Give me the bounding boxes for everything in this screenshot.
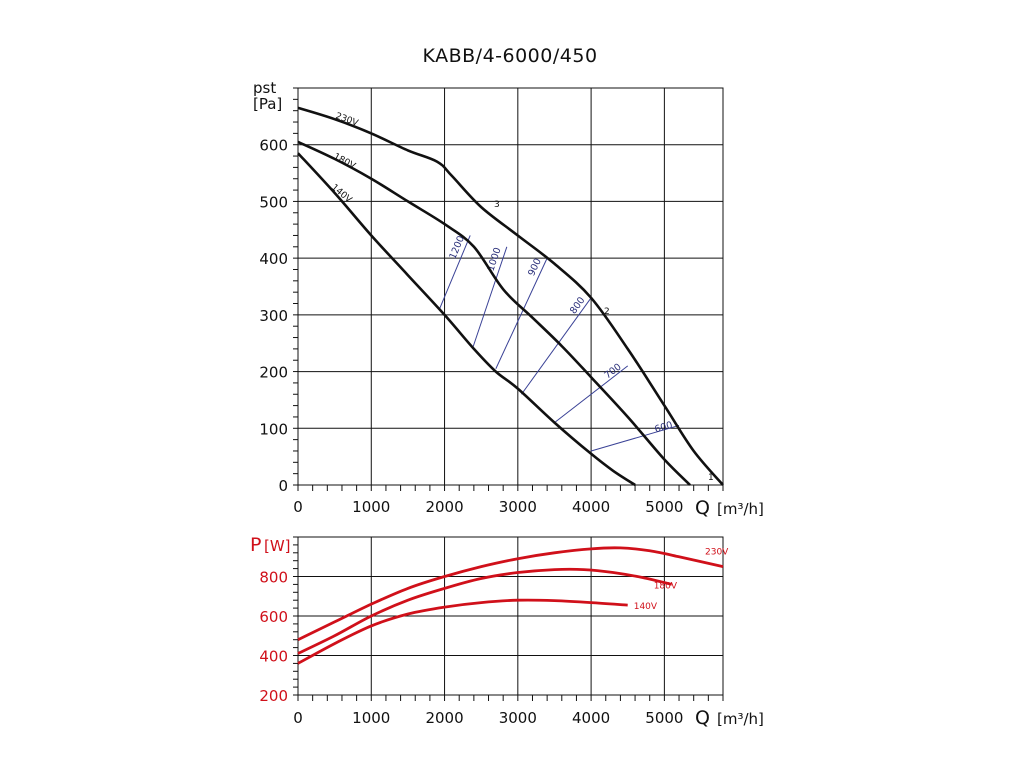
y-tick-label: 400 bbox=[259, 250, 288, 268]
y-tick-label: 100 bbox=[259, 420, 288, 438]
x-tick-label: 1000 bbox=[352, 709, 390, 727]
y-axis-label-symbol: P bbox=[250, 534, 261, 556]
x-tick-label: 4000 bbox=[572, 498, 610, 516]
rpm-label: 700 bbox=[602, 362, 623, 382]
point-label: 1 bbox=[708, 473, 714, 483]
x-axis-label-unit: [m³/h] bbox=[717, 500, 764, 518]
x-tick-label: 5000 bbox=[645, 709, 683, 727]
x-axis-label-unit: [m³/h] bbox=[717, 710, 764, 728]
y-tick-label: 400 bbox=[259, 648, 288, 666]
x-tick-label: 2000 bbox=[425, 709, 463, 727]
x-axis-label-symbol: Q bbox=[695, 707, 710, 729]
pressure-chart: 0 100 200 300 400 500 600 0 1000 2000 3000 4000 5000… bbox=[253, 79, 764, 519]
rpm-line bbox=[590, 424, 680, 452]
rpm-line bbox=[495, 257, 548, 369]
rpm-line bbox=[471, 246, 508, 350]
curve-180v bbox=[297, 140, 691, 486]
y-axis-label-unit: [W] bbox=[264, 537, 291, 555]
x-tick-label: 4000 bbox=[572, 709, 610, 727]
power-curve-label: 180V bbox=[654, 581, 678, 591]
power-curve-140v bbox=[297, 598, 628, 665]
y-tick-label: 200 bbox=[259, 687, 288, 705]
power-curve-180v bbox=[297, 567, 673, 655]
x-tick-label: 3000 bbox=[499, 498, 537, 516]
y-tick-label: 800 bbox=[259, 569, 288, 587]
chart-title: KABB/4-6000/450 bbox=[422, 45, 597, 67]
x-tick-label: 0 bbox=[293, 709, 303, 727]
plot-frame bbox=[297, 87, 724, 486]
y-tick-label: 200 bbox=[259, 364, 288, 382]
rpm-label: 600 bbox=[653, 420, 673, 436]
rpm-line bbox=[521, 297, 592, 395]
y-tick-label: 600 bbox=[259, 608, 288, 626]
rpm-line bbox=[554, 365, 629, 424]
x-axis-label-symbol: Q bbox=[695, 497, 710, 519]
curve-230v bbox=[297, 106, 724, 486]
y-tick-label: 600 bbox=[259, 137, 288, 155]
y-axis-label-unit: [Pa] bbox=[253, 95, 282, 113]
power-chart: 200 400 600 800 0 1000 2000 3000 4000 5000 P [W] Q [m… bbox=[250, 534, 764, 729]
curve-label: 230V bbox=[334, 111, 360, 129]
x-tick-label: 3000 bbox=[499, 709, 537, 727]
curve-140v bbox=[297, 152, 636, 487]
rpm-label: 900 bbox=[526, 257, 544, 278]
x-tick-label: 5000 bbox=[645, 498, 683, 516]
point-label: 2 bbox=[604, 307, 610, 317]
power-curve-label: 230V bbox=[705, 548, 729, 558]
y-axis-label-symbol: pst bbox=[253, 79, 276, 97]
y-tick-label: 0 bbox=[278, 477, 288, 495]
y-tick-label: 500 bbox=[259, 193, 288, 211]
x-tick-label: 2000 bbox=[425, 498, 463, 516]
power-curve-230v bbox=[297, 546, 724, 641]
x-tick-label: 0 bbox=[293, 498, 303, 516]
power-curve-label: 140V bbox=[634, 602, 658, 612]
point-label: 3 bbox=[494, 200, 500, 210]
x-tick-label: 1000 bbox=[352, 498, 390, 516]
y-tick-label: 300 bbox=[259, 307, 288, 325]
rpm-line bbox=[438, 235, 471, 310]
rpm-label: 800 bbox=[568, 295, 588, 316]
